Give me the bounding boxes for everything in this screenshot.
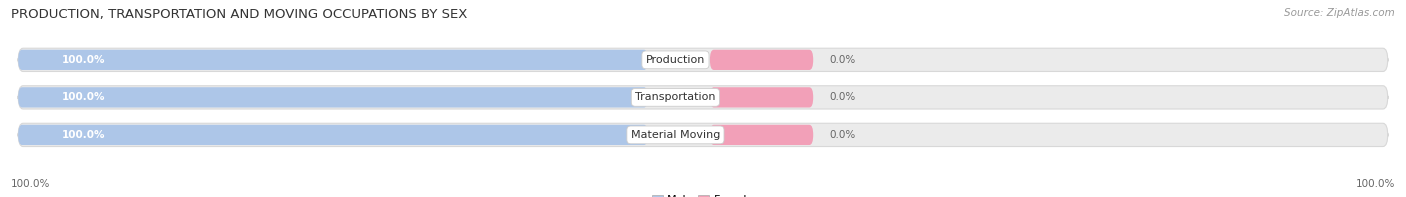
Text: PRODUCTION, TRANSPORTATION AND MOVING OCCUPATIONS BY SEX: PRODUCTION, TRANSPORTATION AND MOVING OC… <box>11 8 468 21</box>
Text: 100.0%: 100.0% <box>62 130 105 140</box>
Text: 0.0%: 0.0% <box>830 92 856 102</box>
FancyBboxPatch shape <box>18 50 648 70</box>
Text: 100.0%: 100.0% <box>62 55 105 65</box>
FancyBboxPatch shape <box>710 125 813 145</box>
Text: Source: ZipAtlas.com: Source: ZipAtlas.com <box>1284 8 1395 18</box>
FancyBboxPatch shape <box>18 87 648 108</box>
Text: 100.0%: 100.0% <box>1355 179 1395 189</box>
FancyBboxPatch shape <box>18 125 648 145</box>
FancyBboxPatch shape <box>18 86 1388 109</box>
Text: 100.0%: 100.0% <box>62 92 105 102</box>
Text: 100.0%: 100.0% <box>11 179 51 189</box>
Text: Production: Production <box>645 55 706 65</box>
Legend: Male, Female: Male, Female <box>647 190 759 197</box>
FancyBboxPatch shape <box>710 50 813 70</box>
FancyBboxPatch shape <box>710 87 813 108</box>
Text: Transportation: Transportation <box>636 92 716 102</box>
Text: 0.0%: 0.0% <box>830 55 856 65</box>
FancyBboxPatch shape <box>18 48 1388 72</box>
FancyBboxPatch shape <box>18 123 1388 147</box>
Text: Material Moving: Material Moving <box>631 130 720 140</box>
Text: 0.0%: 0.0% <box>830 130 856 140</box>
